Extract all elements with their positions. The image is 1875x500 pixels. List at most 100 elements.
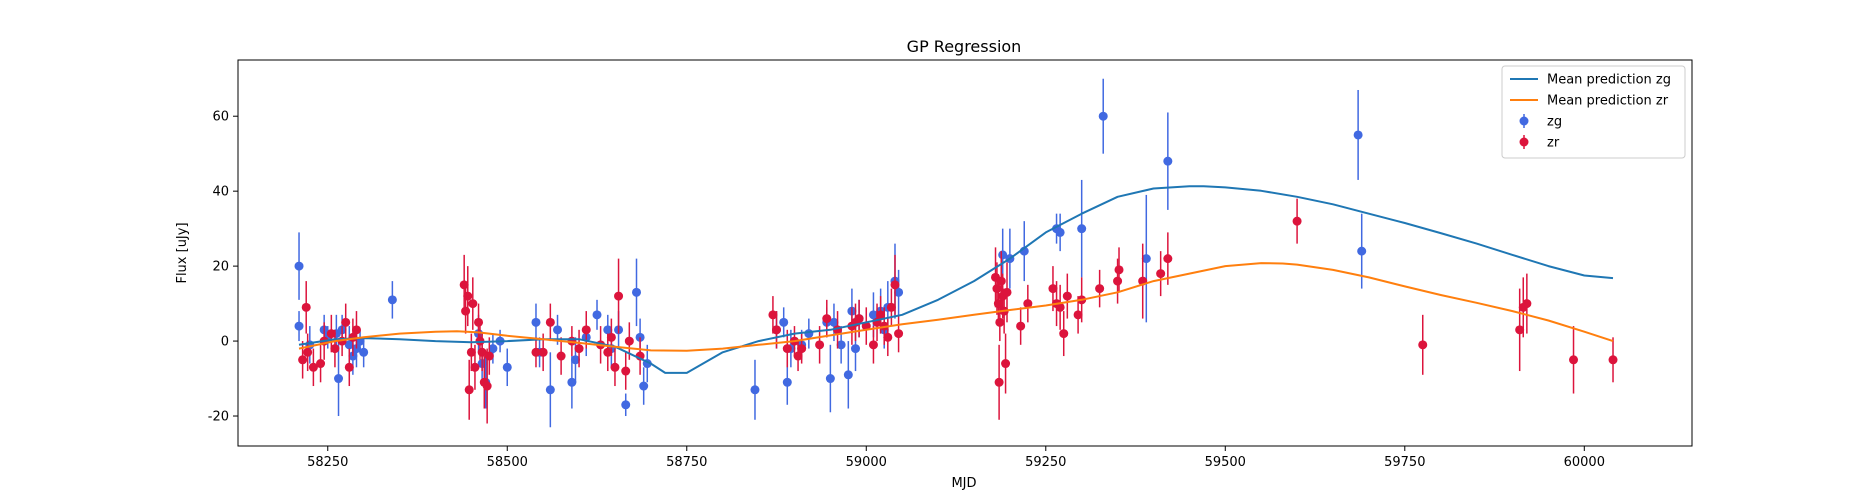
zr-data-point bbox=[894, 329, 904, 339]
zr-data-point bbox=[1062, 291, 1072, 301]
x-tick-label: 59750 bbox=[1384, 455, 1425, 470]
x-tick-label: 59000 bbox=[846, 455, 887, 470]
y-tick-label: 40 bbox=[212, 185, 229, 200]
zr-data-point bbox=[890, 280, 900, 290]
zg-data-point bbox=[779, 317, 789, 327]
series-line-1 bbox=[298, 262, 1614, 352]
zr-data-point bbox=[1156, 269, 1166, 279]
zg-data-point bbox=[344, 340, 354, 350]
x-tick-label: 58500 bbox=[487, 455, 528, 470]
zg-data-point bbox=[603, 325, 613, 335]
zr-data-point bbox=[886, 302, 896, 312]
x-tick-label: 59500 bbox=[1205, 455, 1246, 470]
zr-data-point bbox=[470, 362, 480, 372]
zr-data-point bbox=[793, 351, 803, 361]
chart-title: GP Regression bbox=[907, 37, 1022, 56]
zg-data-point bbox=[825, 374, 835, 384]
series-zr-points bbox=[298, 198, 1618, 424]
zg-data-point bbox=[1163, 156, 1173, 166]
zr-data-point bbox=[1522, 299, 1532, 309]
zg-data-point bbox=[639, 381, 649, 391]
legend-label: zr bbox=[1547, 136, 1560, 151]
zr-data-point bbox=[308, 362, 318, 372]
zr-data-point bbox=[995, 317, 1005, 327]
zg-data-point bbox=[1357, 246, 1367, 256]
zr-data-point bbox=[1073, 310, 1083, 320]
zr-data-point bbox=[301, 302, 311, 312]
zr-data-point bbox=[1569, 355, 1579, 365]
zr-data-point bbox=[1001, 359, 1011, 369]
zr-data-point bbox=[474, 317, 484, 327]
zr-data-point bbox=[1023, 299, 1033, 309]
zg-data-point bbox=[592, 310, 602, 320]
zr-data-point bbox=[531, 347, 541, 357]
legend-label: Mean prediction zr bbox=[1547, 94, 1669, 109]
zr-data-point bbox=[1163, 254, 1173, 264]
zg-data-point bbox=[632, 287, 642, 297]
plot-area: 58250 58500 58750 59000 59250 59500 59750 60000… bbox=[208, 78, 1618, 470]
zr-data-point bbox=[1515, 325, 1525, 335]
zg-data-point bbox=[334, 374, 344, 384]
series-line-0 bbox=[298, 185, 1614, 374]
zr-data-point bbox=[344, 362, 354, 372]
zr-data-point bbox=[1016, 321, 1026, 331]
zg-data-point bbox=[750, 385, 760, 395]
zr-data-point bbox=[482, 381, 492, 391]
zg-data-point bbox=[545, 385, 555, 395]
zr-data-point bbox=[466, 347, 476, 357]
legend: Mean prediction zg Mean prediction zr zg zr bbox=[1501, 65, 1686, 159]
axes-frame bbox=[237, 59, 1693, 447]
zr-data-point bbox=[614, 291, 624, 301]
zr-data-point bbox=[464, 385, 474, 395]
zr-data-point bbox=[797, 344, 807, 354]
zr-data-point bbox=[624, 336, 634, 346]
zg-data-point bbox=[1077, 224, 1087, 234]
zr-data-point bbox=[545, 317, 555, 327]
zg-data-point bbox=[570, 355, 580, 365]
zr-data-point bbox=[330, 344, 340, 354]
zg-data-point bbox=[1055, 227, 1065, 237]
y-tick-label: -20 bbox=[208, 410, 229, 425]
zr-data-point bbox=[468, 299, 478, 309]
zr-data-point bbox=[1048, 284, 1058, 294]
zr-data-point bbox=[538, 347, 548, 357]
zr-data-point bbox=[326, 329, 336, 339]
zg-data-point bbox=[531, 317, 541, 327]
zr-data-point bbox=[1059, 329, 1069, 339]
zr-data-point bbox=[876, 310, 886, 320]
zg-data-point bbox=[553, 325, 563, 335]
zg-data-point bbox=[502, 362, 512, 372]
zr-data-point bbox=[994, 377, 1004, 387]
zr-data-point bbox=[477, 347, 487, 357]
zg-data-point bbox=[851, 344, 861, 354]
zr-data-point bbox=[351, 325, 361, 335]
zr-data-point bbox=[1095, 284, 1105, 294]
legend-box bbox=[1501, 65, 1686, 159]
zg-data-point bbox=[829, 317, 839, 327]
zr-data-point bbox=[996, 276, 1006, 286]
zr-data-point bbox=[461, 306, 471, 316]
zr-data-point bbox=[606, 332, 616, 342]
zr-data-point bbox=[854, 314, 864, 324]
zg-data-point bbox=[621, 400, 631, 410]
zr-data-point bbox=[303, 347, 313, 357]
zg-data-point bbox=[843, 370, 853, 380]
y-tick-label: 0 bbox=[221, 335, 229, 350]
zg-data-point bbox=[1353, 130, 1363, 140]
zr-data-point bbox=[459, 280, 469, 290]
zr-data-point bbox=[610, 362, 620, 372]
zr-data-point bbox=[1002, 287, 1012, 297]
zr-data-point bbox=[822, 314, 832, 324]
zr-data-point bbox=[463, 291, 473, 301]
zg-data-point bbox=[894, 287, 904, 297]
x-tick-label: 58750 bbox=[666, 455, 707, 470]
zr-data-point bbox=[1113, 276, 1123, 286]
zg-data-point bbox=[387, 295, 397, 305]
zg-data-point bbox=[868, 310, 878, 320]
x-tick-label: 59250 bbox=[1025, 455, 1066, 470]
x-tick-label: 60000 bbox=[1564, 455, 1605, 470]
zr-data-point bbox=[298, 355, 308, 365]
x-tick-label: 58250 bbox=[307, 455, 348, 470]
zr-data-point bbox=[815, 340, 825, 350]
